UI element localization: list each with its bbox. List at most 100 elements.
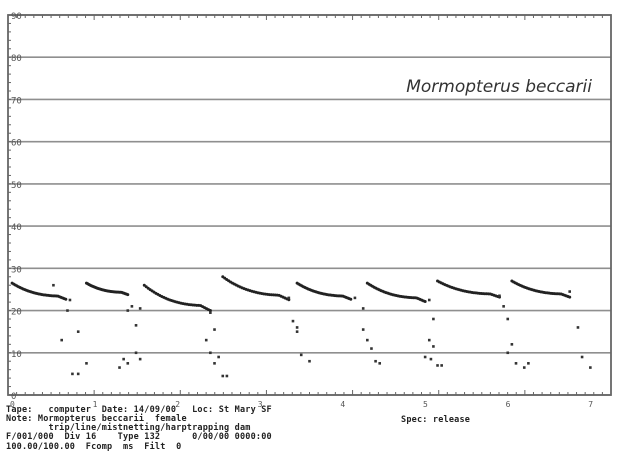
scatter-point [225,374,229,378]
scatter-point [427,338,431,342]
scatter-point [506,317,510,321]
metadata-line-4: F/001/000 Div 16 Type 132 0/00/00 0000:0… [6,432,272,442]
call-3 [142,283,212,313]
y-tick-label-80: 80 [11,54,22,64]
scatter-point [308,359,311,363]
call-point [64,297,68,301]
scatter-point [68,298,72,302]
frame-layer [7,14,612,396]
scatter-point [429,357,433,361]
scatter-point [522,366,526,369]
call-1 [10,281,68,301]
scatter-point [66,309,69,312]
scatter-point [209,311,212,314]
scatter-point [134,324,138,327]
scatter-point [576,326,580,329]
scatter-point [52,283,55,287]
scatter-point [217,355,220,359]
scatter-point [366,338,369,342]
y-tick-label-90: 90 [11,12,22,22]
y-tick-label-50: 50 [11,181,22,191]
x-tick-label-6: 6 [506,400,511,409]
call-point [349,297,353,301]
call-point [423,300,427,304]
scatter-point [514,362,518,365]
scatter-point [209,351,212,355]
x-tick-label-1: 1 [93,400,98,409]
scatter-point [295,326,299,329]
scatter-point [370,347,373,350]
scatter-point [138,307,142,310]
scatter-point [126,362,130,365]
scatter-point [134,351,138,355]
scatter-point [440,364,443,367]
scatter-point [130,305,134,308]
x-tick-label-5: 5 [423,400,428,409]
y-tick-label-40: 40 [11,223,22,233]
scatter-point [353,296,357,300]
call-6 [365,281,427,304]
metadata-line-5: 100.00/100.00 Fcomp ms Filt 0 [6,442,182,452]
y-tick-label-0: 0 [11,392,16,402]
y-tick-label-30: 30 [11,265,22,275]
scatter-point [76,330,80,333]
scatter-point [76,372,80,376]
scatter-point [589,366,592,369]
scatter-point [213,328,216,331]
scatter-point [361,328,365,331]
metadata-line-3: trip/line/mistnetting/harptrapping dam [6,423,251,433]
plot-frame [7,14,612,396]
scatter-point [71,372,74,376]
y-tick-label-20: 20 [11,308,22,318]
scatter-point [502,305,505,308]
scatter-point [510,343,514,346]
x-tick-label-7: 7 [588,400,593,409]
y-tick-label-60: 60 [11,139,22,149]
call-point [126,293,130,297]
call-curves [10,275,572,313]
call-5 [295,281,353,301]
scatter-point [374,359,377,363]
scatter-point [287,296,291,300]
scatter-point [378,362,382,365]
recording-metadata: Tape: computer Date: 14/09/00 Loc: St Ma… [6,405,612,455]
x-tick-label-2: 2 [175,400,180,409]
scatter-point [580,355,584,359]
call-8 [510,279,572,299]
scatter-point [85,362,88,365]
scatter-point [427,298,431,302]
scatter-point [436,364,439,367]
scatter-point [423,355,427,359]
y-tick-label-10: 10 [11,350,22,360]
x-tick-labels: 0 1 2 3 4 5 6 7 [10,400,593,409]
call-7 [436,279,501,299]
x-tick-label-0: 0 [10,400,15,409]
grid-layer [8,14,611,396]
scatter-point [299,353,303,357]
call-2 [84,281,130,297]
metadata-species: Spec: release [401,415,471,425]
scatter-point [295,330,299,333]
y-tick-label-70: 70 [11,96,22,106]
scatter-point [126,309,130,312]
scatter-point [213,362,216,365]
scatter-point [568,290,571,293]
scatter-point [291,319,295,323]
scatter-point [498,294,501,298]
call-4 [221,275,291,302]
scatter-point [432,345,435,348]
metadata-line-2: Note: Mormopterus beccarii female [6,414,187,424]
scatter-point [221,374,225,378]
x-tick-label-3: 3 [258,400,263,409]
scatter-point [122,357,125,361]
y-tick-labels: 0 10 20 30 40 50 60 70 80 90 [11,12,22,402]
chart-title: Mormopterus beccarii [406,77,592,97]
scatter-point [60,338,63,342]
call-point [208,309,212,313]
scatter-point [506,351,510,355]
call-point [568,295,572,299]
scatter-points [52,283,592,378]
x-tick-label-4: 4 [340,400,345,409]
